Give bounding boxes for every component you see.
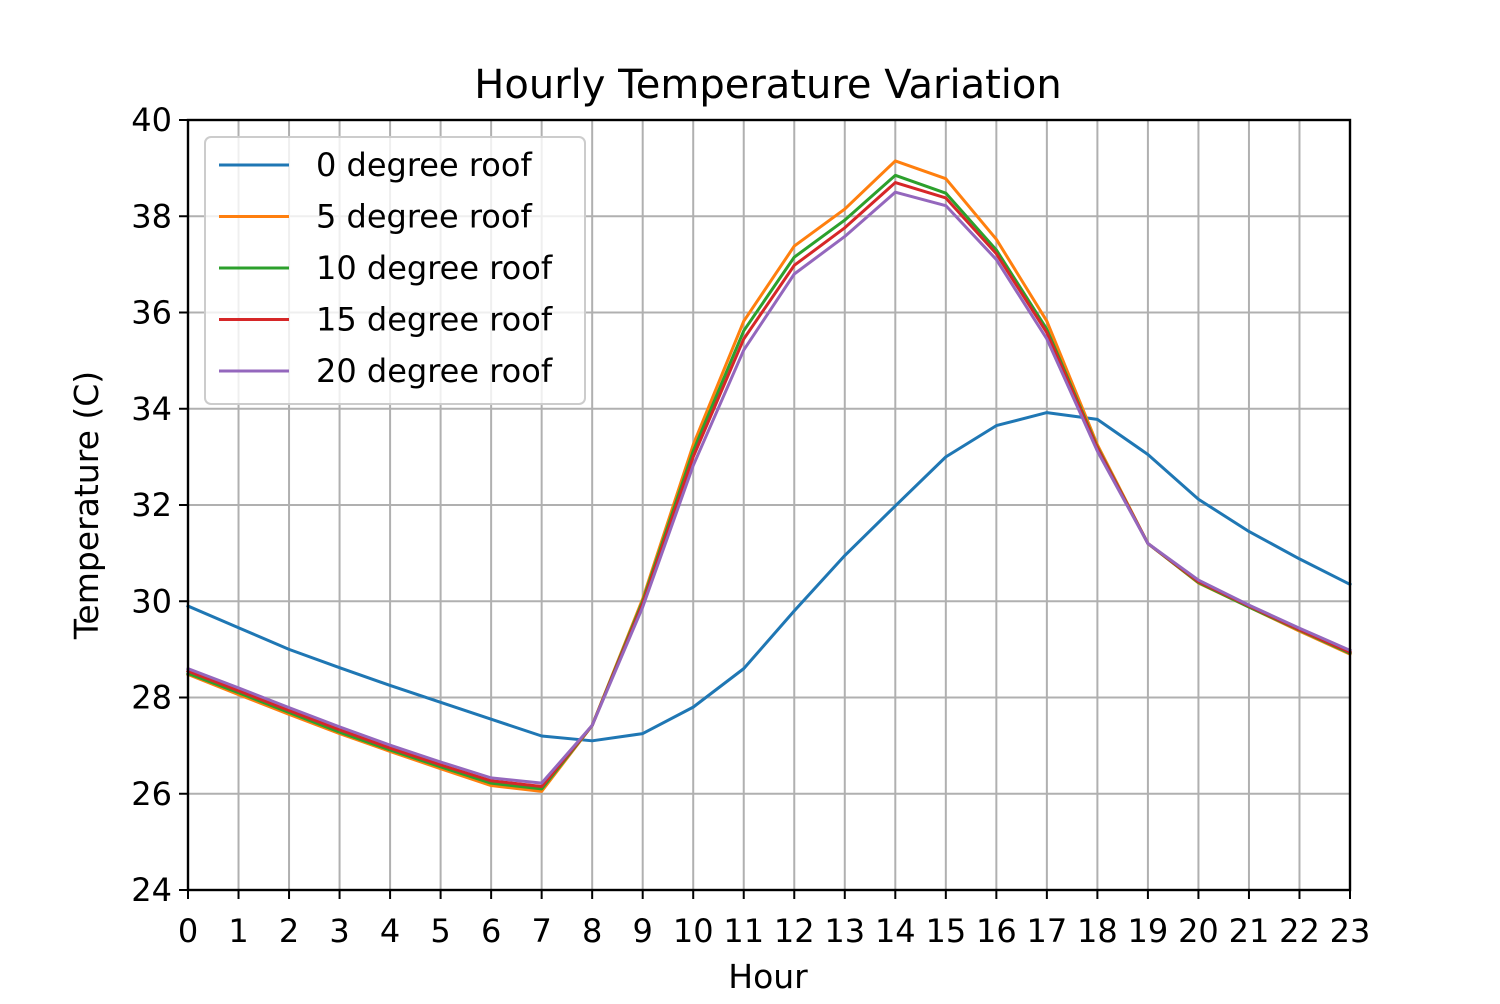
legend-label-1: 0 degree roof bbox=[316, 146, 532, 184]
x-tick-label: 2 bbox=[279, 912, 299, 950]
x-tick-label: 16 bbox=[976, 912, 1017, 950]
x-tick-label: 13 bbox=[824, 912, 865, 950]
chart-title: Hourly Temperature Variation bbox=[474, 62, 1061, 108]
x-tick-label: 23 bbox=[1330, 912, 1371, 950]
x-tick-label: 15 bbox=[925, 912, 966, 950]
x-tick-label: 11 bbox=[723, 912, 764, 950]
legend-items: 0 degree roof 5 degree roof 10 degree roof… bbox=[219, 146, 553, 390]
y-tick-label: 40 bbox=[131, 101, 172, 139]
x-tick-label: 22 bbox=[1279, 912, 1320, 950]
x-tick-label: 9 bbox=[633, 912, 653, 950]
x-tick-label: 20 bbox=[1178, 912, 1219, 950]
legend: 0 degree roof 5 degree roof 10 degree roof… bbox=[204, 136, 586, 405]
legend-label-4: 15 degree roof bbox=[316, 301, 553, 339]
series-line-1 bbox=[186, 411, 1353, 743]
x-tick-label: 10 bbox=[673, 912, 714, 950]
y-tick-label: 26 bbox=[131, 775, 172, 813]
x-tick-label: 4 bbox=[380, 912, 400, 950]
x-tick-label: 21 bbox=[1229, 912, 1270, 950]
x-tick-label: 7 bbox=[531, 912, 551, 950]
y-tick-label: 34 bbox=[131, 390, 172, 428]
x-tick-label: 1 bbox=[228, 912, 248, 950]
y-tick-label: 36 bbox=[131, 294, 172, 332]
x-tick-label: 3 bbox=[329, 912, 349, 950]
legend-label-2: 5 degree roof bbox=[316, 198, 532, 236]
x-tick-label: 12 bbox=[774, 912, 815, 950]
x-tick-label: 0 bbox=[178, 912, 198, 950]
x-axis-ticks: 0 1 2 3 4 5 6 7 8 9 10 11 12 13 14 15 16 17 18 19 20 21 22 23 bbox=[178, 890, 1371, 950]
x-tick-label: 8 bbox=[582, 912, 602, 950]
x-axis-label: Hour bbox=[728, 957, 808, 996]
x-tick-label: 17 bbox=[1027, 912, 1068, 950]
x-tick-label: 14 bbox=[875, 912, 916, 950]
y-tick-label: 28 bbox=[131, 679, 172, 717]
y-tick-label: 24 bbox=[131, 871, 172, 909]
y-axis-label: Temperature (C) bbox=[67, 371, 106, 640]
series-lines bbox=[186, 159, 1353, 793]
x-tick-label: 19 bbox=[1128, 912, 1169, 950]
y-tick-label: 30 bbox=[131, 582, 172, 620]
legend-box bbox=[204, 136, 586, 405]
series-line-5 bbox=[186, 190, 1352, 785]
y-tick-label: 32 bbox=[131, 486, 172, 524]
x-tick-label: 5 bbox=[430, 912, 450, 950]
y-axis-ticks: 24 26 28 30 32 34 36 38 40 bbox=[131, 101, 188, 909]
y-tick-label: 38 bbox=[131, 197, 172, 235]
x-tick-label: 18 bbox=[1077, 912, 1118, 950]
legend-label-3: 10 degree roof bbox=[316, 249, 553, 287]
legend-label-5: 20 degree roof bbox=[316, 352, 553, 390]
x-tick-label: 6 bbox=[481, 912, 501, 950]
